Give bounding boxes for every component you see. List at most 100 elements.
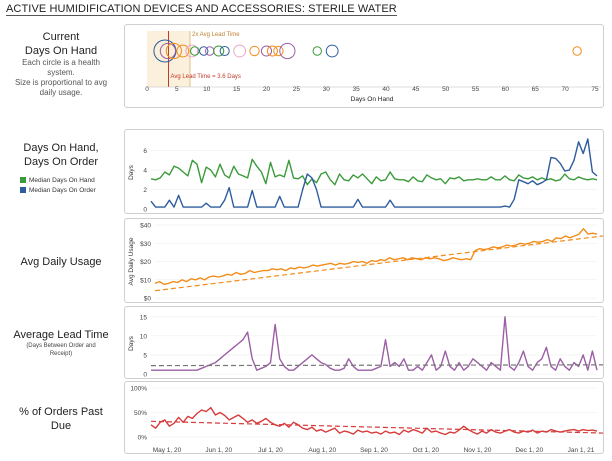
usage-circle-10 [233, 44, 246, 58]
doh-title-line1: Current [42, 31, 80, 43]
y-tick-label-2: 4 [143, 168, 147, 175]
lead-panel: 0 5 10 15 Days [124, 306, 604, 379]
y-tick-label-3: $30 [140, 241, 151, 248]
dod-panel: 0 2 4 6 Days [124, 129, 604, 214]
pastdue-row-label: % of Orders Past Due [0, 405, 122, 433]
usage-circle-11 [249, 45, 260, 57]
doh-note-line1: Each circle is a health [22, 58, 100, 67]
trend-line [154, 235, 604, 292]
pastdue-title-line1: % of Orders Past [19, 406, 103, 418]
x-tick-label-5: Oct 1, 20 [413, 447, 440, 454]
y-axis-title: Days [128, 164, 135, 180]
x-tick-label-10: 50 [442, 86, 450, 93]
legend-label-days-on-order: Median Days On Order [29, 186, 96, 194]
x-tick-label-2: Jul 1, 20 [258, 447, 283, 454]
legend-swatch-green [20, 177, 26, 183]
legend-label-days-on-hand: Median Days On Hand [29, 176, 95, 184]
lead-note-line2: Receipt) [49, 351, 73, 357]
usage-circle-17 [325, 44, 339, 58]
usage-line-chart: $0 $10 $20 $30 $40 Avg Daily Usage [128, 223, 604, 303]
x-tick-label-0: 0 [145, 86, 149, 93]
pastdue-line-chart: 0% 50% 100% May 1, 20 Jun 1, 20 Jul 1, 20 Aug … [130, 386, 604, 454]
series-line-0 [154, 227, 598, 286]
doh-scatter-chart: 2x Avg Lead Time Avg Lead Time = 3.6 Days… [145, 31, 601, 103]
double-lead-time-label: 2x Avg Lead Time [192, 32, 240, 38]
usage-circle-6 [199, 46, 209, 56]
x-tick-label-13: 65 [532, 86, 540, 93]
x-tick-label-1: Jun 1, 20 [205, 447, 232, 454]
y-tick-label-1: 5 [143, 352, 147, 359]
y-tick-label-2: 100% [130, 386, 147, 393]
doh-row-label: Current Days On Hand Each circle is a he… [0, 30, 122, 98]
usage-circle-5 [190, 46, 200, 56]
pastdue-title-line2: Due [50, 420, 72, 432]
x-tick-label-3: 15 [233, 86, 241, 93]
lead-row-label: Average Lead Time (Days Between Order an… [0, 328, 122, 358]
usage-circle-15 [279, 42, 296, 60]
y-tick-label-2: $20 [140, 259, 151, 266]
y-tick-label-1: 2 [143, 187, 147, 194]
usage-panel: $0 $10 $20 $30 $40 Avg Daily Usage [124, 218, 604, 303]
y-tick-label-2: 10 [140, 333, 148, 340]
y-tick-label-0: 0 [143, 372, 147, 379]
lead-note-line1: (Days Between Order and [26, 343, 96, 349]
x-tick-label-9: 45 [412, 86, 420, 93]
x-tick-label-7: Dec 1, 20 [515, 447, 543, 454]
x-tick-label-3: Aug 1, 20 [308, 447, 336, 454]
y-tick-label-1: $10 [140, 277, 151, 284]
usage-circle-3 [176, 44, 190, 58]
y-tick-label-3: 15 [140, 314, 148, 321]
doh-note-line4: daily usage. [39, 88, 83, 97]
legend-days-on-hand: Median Days On Hand [0, 175, 122, 185]
usage-circle-8 [213, 45, 225, 57]
y-tick-label-3: 6 [143, 148, 147, 155]
trend-line [150, 364, 604, 367]
x-tick-label-6: Nov 1, 20 [464, 447, 492, 454]
usage-circle-14 [273, 45, 284, 57]
doh-note-line3: Size is proportional to avg [14, 78, 108, 87]
doh-title-line2: Days On Hand [24, 45, 98, 57]
usage-circle-4 [185, 44, 199, 58]
usage-circle-9 [219, 45, 230, 57]
x-tick-label-5: 25 [293, 86, 301, 93]
usage-circle-2 [165, 42, 182, 60]
y-axis-title: Avg Daily Usage [128, 237, 135, 285]
x-tick-label-8: 40 [382, 86, 390, 93]
x-axis-title: Days On Hand [351, 96, 394, 103]
x-tick-label-2: 10 [203, 86, 211, 93]
y-tick-label-1: 50% [134, 410, 147, 417]
x-tick-label-14: 70 [562, 86, 570, 93]
x-tick-label-8: Jan 1, 21 [568, 447, 595, 454]
x-tick-label-0: May 1, 20 [153, 447, 182, 454]
lead-line-chart: 0 5 10 15 Days [128, 314, 604, 379]
series-line-0 [150, 158, 598, 186]
dod-row-label: Days On Hand, Days On Order Median Days … [0, 141, 122, 195]
doh-panel: 2x Avg Lead Time Avg Lead Time = 3.6 Days… [124, 24, 604, 108]
avg-lead-time-label: Avg Lead Time = 3.6 Days [171, 74, 241, 80]
x-tick-label-7: 35 [352, 86, 360, 93]
legend-swatch-blue [20, 187, 26, 193]
usage-circle-13 [266, 45, 278, 57]
y-tick-label-4: $40 [140, 223, 151, 230]
usage-circle-18 [572, 46, 582, 56]
series-line-0 [150, 406, 598, 436]
usage-circle-1 [159, 42, 177, 60]
legend-days-on-order: Median Days On Order [0, 185, 122, 195]
x-tick-label-4: 20 [263, 86, 271, 93]
y-tick-label-0: 0% [138, 435, 148, 442]
x-tick-label-12: 60 [502, 86, 510, 93]
trend-line [150, 420, 604, 434]
series-line-0 [151, 316, 598, 371]
dod-title-line1: Days On Hand, [23, 142, 99, 154]
usage-title: Avg Daily Usage [20, 256, 102, 268]
series-line-1 [150, 138, 598, 208]
pastdue-panel: 0% 50% 100% May 1, 20 Jun 1, 20 Jul 1, 20 Aug … [124, 381, 604, 454]
lead-title: Average Lead Time [13, 329, 109, 341]
usage-circle-7 [205, 46, 215, 56]
usage-circle-12 [260, 45, 273, 57]
dod-line-chart: 0 2 4 6 Days [128, 138, 598, 214]
page-title: ACTIVE HUMIDIFICATION DEVICES AND ACCESS… [6, 3, 397, 16]
usage-circle-16 [312, 46, 322, 56]
dod-title-line2: Days On Order [24, 156, 98, 168]
x-tick-label-1: 5 [175, 86, 179, 93]
